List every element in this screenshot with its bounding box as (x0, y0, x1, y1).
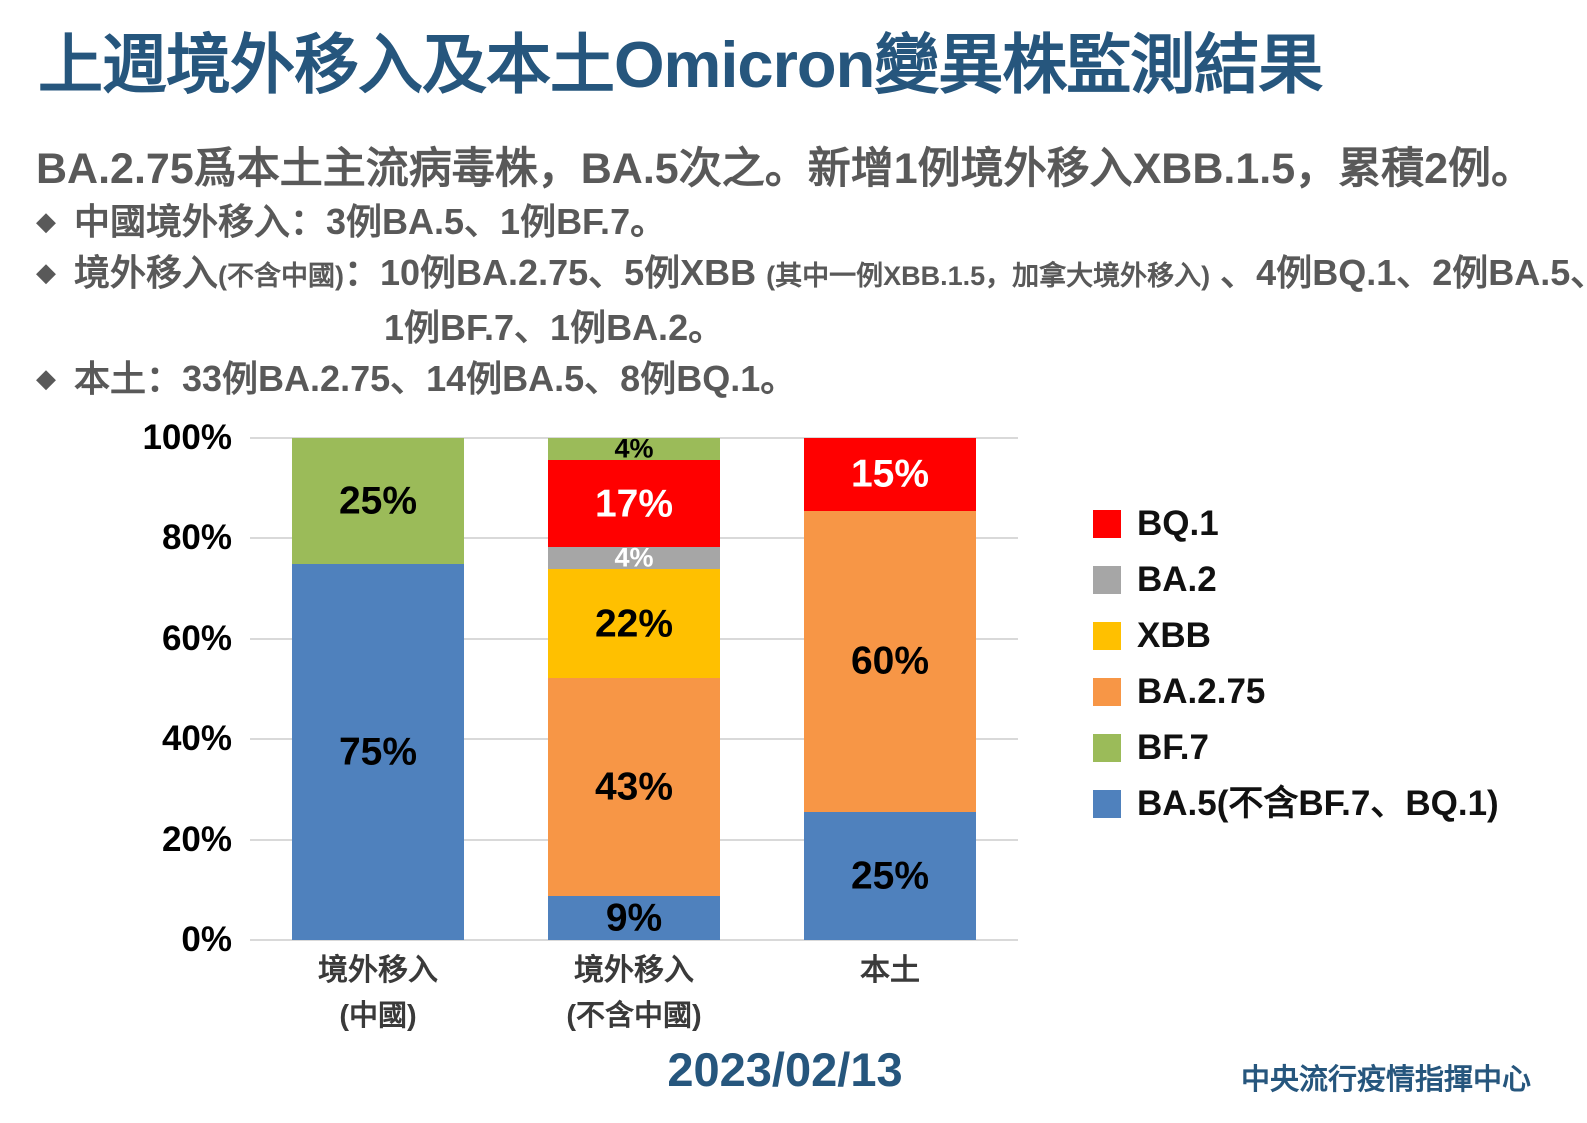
bullet-line: 本土：33例BA.2.75、14例BA.5、8例BQ.1。 (74, 353, 1587, 404)
bullet-item: ◆ 中國境外移入：3例BA.5、1例BF.7。 (36, 196, 1587, 247)
bar-segment-label: 25% (338, 479, 418, 523)
bullet-line: 中國境外移入：3例BA.5、1例BF.7。 (74, 196, 1587, 247)
bar-segment-label: 17% (594, 482, 674, 526)
date-label: 2023/02/13 (667, 1043, 903, 1096)
x-axis-label-line2: (不含中國) (566, 1000, 702, 1032)
bar-segment-label: 22% (594, 602, 674, 645)
bar-segment: 75% (292, 563, 464, 940)
bar-segment-label: 60% (850, 639, 930, 683)
y-axis-label: 40% (161, 719, 232, 759)
x-axis-label-line2: (中國) (339, 1000, 417, 1032)
bullet-text: 中國境外移入：3例BA.5、1例BF.7。 (74, 196, 1587, 247)
diamond-bullet-icon: ◆ (36, 363, 56, 393)
legend-label: BF.7 (1137, 728, 1209, 767)
legend-item: XBB (1093, 616, 1499, 655)
plot-area: 75% 25% 9% 43% 22% 4% 17% 4% 25% 60% 15% (250, 433, 1018, 941)
bullet-text-segment: ：10例BA.2.75、5例XBB (344, 252, 767, 293)
legend-item: BQ.1 (1093, 504, 1499, 543)
stacked-bar: 25% 60% 15% (804, 438, 976, 940)
subtitle: BA.2.75爲本土主流病毒株，BA.5次之。新增1例境外移入XBB.1.5，累… (36, 145, 1535, 193)
gridline (250, 437, 1018, 439)
x-axis-label-line1: 境外移入 (318, 954, 438, 987)
legend-swatch (1093, 734, 1121, 762)
legend-label: BA.5(不含BF.7、BQ.1) (1137, 784, 1499, 823)
legend-item: BA.2.75 (1093, 672, 1499, 711)
legend-label: BA.2 (1137, 560, 1217, 599)
legend-label: BA.2.75 (1137, 672, 1266, 711)
bullet-text: 境外移入(不含中國)：10例BA.2.75、5例XBB (其中一例XBB.1.5… (74, 247, 1587, 353)
x-axis-label: 境外移入 (不含中國) (464, 954, 804, 1032)
bullet-list: ◆ 中國境外移入：3例BA.5、1例BF.7。 ◆ 境外移入(不含中國)：10例BA.… (36, 196, 1587, 404)
bullet-text-segment: 中國境外移入：3例BA.5、1例BF.7。 (74, 201, 667, 242)
page-title: 上週境外移入及本土Omicron變異株監測結果 (38, 28, 1323, 101)
bar-segment-label: 25% (850, 854, 930, 898)
stacked-bar: 75% 25% (292, 438, 464, 940)
y-axis-label: 60% (161, 618, 232, 658)
legend-label: XBB (1137, 616, 1211, 655)
bar-segment-label: 15% (850, 452, 930, 496)
bar-segment: 25% (804, 812, 976, 940)
gridline (250, 939, 1018, 941)
bullet-text-segment: (其中一例XBB.1.5，加拿大境外移入) (766, 261, 1211, 291)
bullet-line: 境外移入(不含中國)：10例BA.2.75、5例XBB (其中一例XBB.1.5… (74, 247, 1587, 302)
legend-swatch (1093, 790, 1121, 818)
bar-segment-label: 4% (614, 542, 654, 573)
bar-segment: 43% (548, 677, 720, 897)
y-axis-label: 20% (161, 819, 232, 859)
bar-segment: 17% (548, 460, 720, 548)
y-axis-label: 100% (142, 418, 232, 457)
x-axis-label: 本土 (720, 954, 1060, 988)
bullet-text: 本土：33例BA.2.75、14例BA.5、8例BQ.1。 (74, 353, 1587, 404)
diamond-bullet-icon: ◆ (36, 206, 56, 236)
bullet-text-segment: 本土：33例BA.2.75、14例BA.5、8例BQ.1。 (74, 358, 797, 399)
legend-swatch (1093, 622, 1121, 650)
bar-segment-label: 75% (338, 730, 418, 774)
bullet-text-segment: 境外移入 (74, 252, 219, 293)
bullet-text-segment: 1例BF.7、1例BA.2。 (384, 307, 725, 348)
bar-segment: 4% (548, 433, 720, 464)
legend: BQ.1 BA.2 XBB BA.2.75 BF.7 BA.5(不含BF.7、BQ.1) (1093, 504, 1499, 823)
y-axis-label: 0% (181, 920, 232, 959)
bullet-item: ◆ 境外移入(不含中國)：10例BA.2.75、5例XBB (其中一例XBB.1.… (36, 247, 1587, 353)
x-axis-label-line1: 境外移入 (574, 954, 694, 987)
bar-segment: 22% (548, 569, 720, 678)
bar-segment: 60% (804, 510, 976, 812)
legend-swatch (1093, 678, 1121, 706)
bullet-text-segment: (不含中國) (218, 261, 344, 291)
bullet-text-segment: 、4例BQ.1、2例BA.5、 (1210, 252, 1587, 293)
x-axis-label-line1: 本土 (860, 954, 920, 987)
legend-swatch (1093, 510, 1121, 538)
source-label: 中央流行疫情指揮中心 (1240, 1064, 1531, 1096)
bullet-item: ◆ 本土：33例BA.2.75、14例BA.5、8例BQ.1。 (36, 353, 1587, 404)
bar-segment: 15% (804, 438, 976, 511)
stacked-bar: 9% 43% 22% 4% 17% 4% (548, 433, 720, 940)
bar-segment-label: 4% (614, 433, 654, 464)
legend-item: BF.7 (1093, 728, 1499, 767)
x-axis-label: 境外移入 (中國) (208, 954, 548, 1032)
bars: 75% 25% 9% 43% 22% 4% 17% 4% 25% 60% 15% (250, 433, 1018, 940)
bar-segment-label: 43% (594, 765, 674, 809)
bar-segment: 9% (548, 896, 720, 940)
legend-swatch (1093, 566, 1121, 594)
legend-label: BQ.1 (1137, 504, 1219, 543)
diamond-bullet-icon: ◆ (36, 257, 56, 287)
bar-segment: 4% (548, 542, 720, 573)
y-axis-label: 80% (161, 518, 232, 558)
bullet-line: 1例BF.7、1例BA.2。 (384, 302, 1587, 353)
legend-item: BA.2 (1093, 560, 1499, 599)
bar-segment-label: 9% (605, 896, 663, 940)
legend-item: BA.5(不含BF.7、BQ.1) (1093, 784, 1499, 823)
bar-segment: 25% (292, 438, 464, 564)
